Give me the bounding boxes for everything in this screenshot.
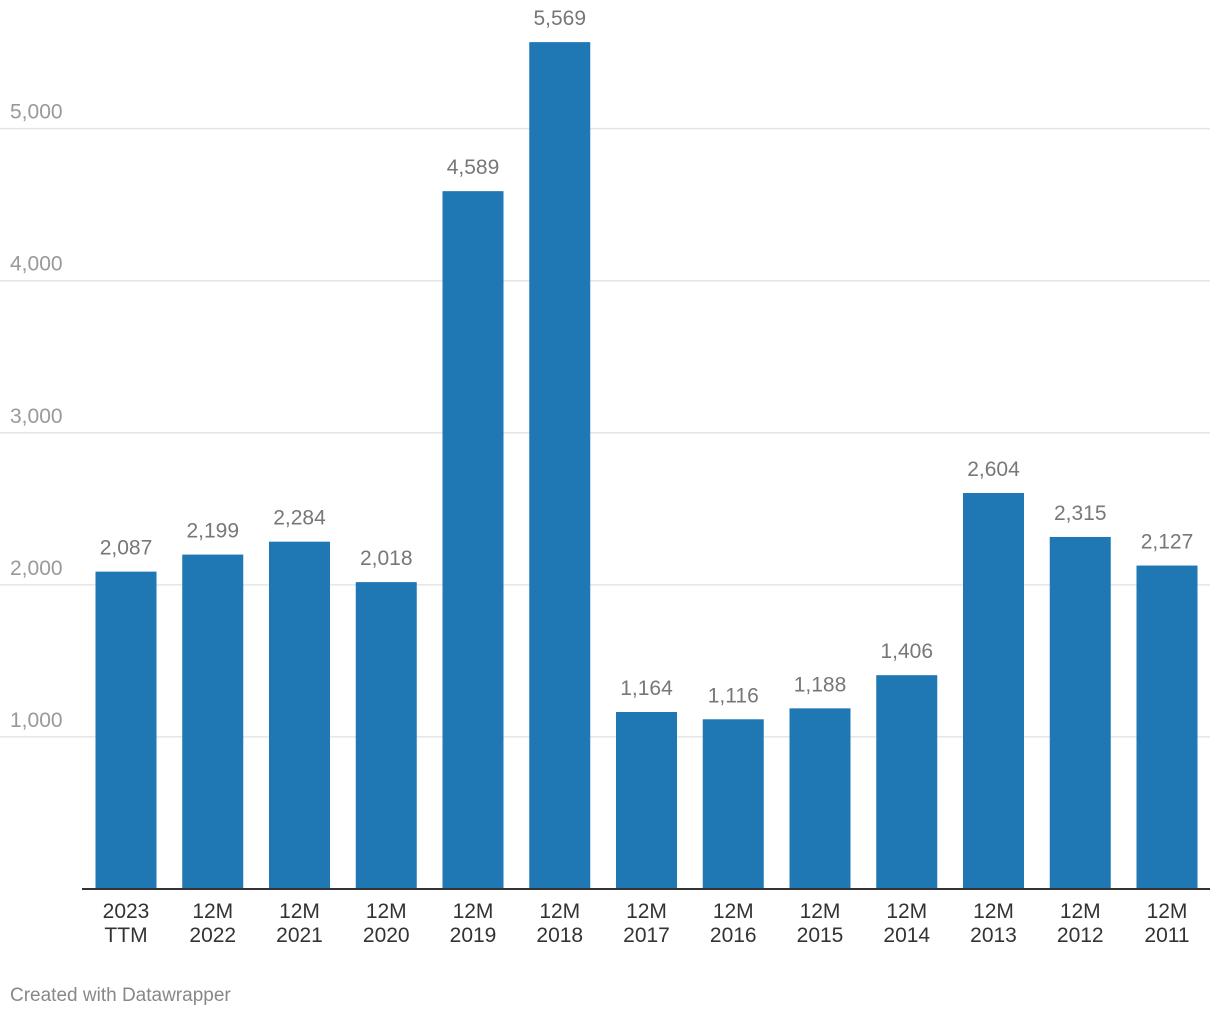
y-tick-label: 1,000 <box>10 709 63 732</box>
bar <box>1049 536 1111 889</box>
x-tick-label: 2020 <box>363 924 410 947</box>
x-tick-label: 12M <box>192 900 233 923</box>
y-tick-label: 5,000 <box>10 101 63 124</box>
x-axis: 2023TTM12M202212M202112M202012M201912M20… <box>82 888 1210 947</box>
value-label: 2,127 <box>1141 531 1194 554</box>
x-tick-label: 2014 <box>883 924 930 947</box>
value-label: 2,284 <box>273 507 326 530</box>
bar <box>182 554 244 889</box>
value-label: 1,188 <box>794 673 847 696</box>
x-tick-label: 12M <box>1060 900 1101 923</box>
bar-chart: 1,000 2,000 3,000 4,000 5,000 2,087 2,199 2,28… <box>0 7 1210 947</box>
value-label: 2,087 <box>100 537 153 560</box>
value-label: 1,116 <box>708 684 759 707</box>
x-tick-label: 12M <box>800 900 841 923</box>
x-tick-label: 12M <box>973 900 1014 923</box>
bar <box>616 711 677 889</box>
x-tick-label: 12M <box>1147 900 1188 923</box>
x-tick-label: 12M <box>279 900 320 923</box>
x-tick-label: 12M <box>366 900 407 923</box>
x-tick-label: 2016 <box>710 924 757 947</box>
gridlines: 1,000 2,000 3,000 4,000 5,000 <box>0 101 1210 738</box>
bar <box>95 571 157 889</box>
x-tick-label: 2015 <box>797 924 844 947</box>
x-tick-label: 2023 <box>103 900 150 923</box>
value-label: 4,589 <box>447 156 500 179</box>
x-tick-label: 12M <box>539 900 580 923</box>
bar <box>963 493 1024 889</box>
value-label: 1,164 <box>620 677 673 700</box>
value-labels: 2,087 2,199 2,284 2,018 4,589 5,569 1,164 1,116… <box>100 7 1194 707</box>
x-tick-label: TTM <box>104 924 147 947</box>
credit-text: Created with Datawrapper <box>10 985 231 1006</box>
x-tick-label: 12M <box>886 900 927 923</box>
y-tick-label: 4,000 <box>10 253 63 276</box>
value-label: 2,315 <box>1054 502 1107 525</box>
y-tick-label: 2,000 <box>10 557 63 580</box>
bar <box>442 191 504 890</box>
value-label: 5,569 <box>533 7 586 30</box>
value-label: 2,018 <box>360 547 413 570</box>
bar <box>789 708 851 889</box>
x-tick-label: 2011 <box>1144 924 1189 947</box>
x-tick-label: 2012 <box>1057 924 1104 947</box>
bar <box>355 582 417 889</box>
bar <box>702 719 764 889</box>
x-tick-label: 12M <box>453 900 494 923</box>
bar <box>876 675 938 889</box>
x-tick-label: 2022 <box>189 924 236 947</box>
x-tick-label: 2018 <box>536 924 583 947</box>
value-label: 2,604 <box>967 458 1020 481</box>
value-label: 2,199 <box>186 520 239 543</box>
x-tick-label: 2017 <box>623 924 670 947</box>
bar <box>529 42 591 889</box>
y-tick-label: 3,000 <box>10 405 63 428</box>
value-label: 1,406 <box>880 640 933 663</box>
x-tick-label: 12M <box>626 900 667 923</box>
bars <box>95 42 1198 890</box>
x-tick-label: 2013 <box>970 924 1017 947</box>
bar <box>269 541 330 889</box>
x-tick-label: 12M <box>713 900 754 923</box>
x-tick-label: 2019 <box>450 924 497 947</box>
bar <box>1136 565 1198 889</box>
x-tick-label: 2021 <box>276 924 323 947</box>
